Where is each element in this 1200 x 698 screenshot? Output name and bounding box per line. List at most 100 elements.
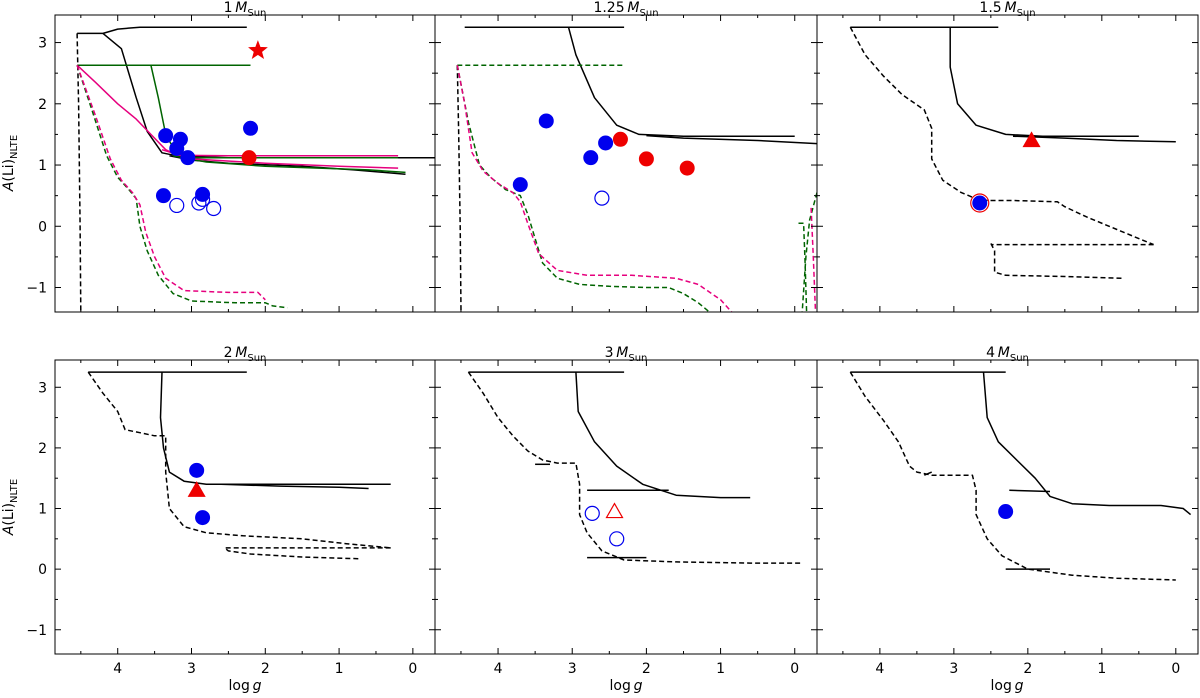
panel-lines — [849, 26, 1176, 280]
y-tick-label: 1 — [38, 158, 47, 174]
data-point-circle — [970, 193, 990, 213]
data-point-circle — [169, 140, 185, 156]
panel-title-subscript: Sun — [628, 353, 647, 364]
data-point-circle — [206, 200, 222, 217]
x-axis-label: log g — [990, 678, 1023, 694]
x-tick-label: 2 — [1023, 661, 1032, 677]
data-point-circle — [189, 462, 205, 478]
x-tick-label: 1 — [716, 661, 725, 677]
x-tick-label: 1 — [335, 661, 344, 677]
black-dashed-track — [87, 371, 391, 549]
magenta-dashed-track — [810, 207, 817, 312]
y-label-subscript: NLTE — [9, 135, 20, 159]
green-solid-track — [150, 65, 399, 159]
panel-title-subscript: Sun — [1010, 353, 1029, 364]
magenta-dashed-track — [456, 65, 733, 312]
x-tick-label: 2 — [642, 661, 651, 677]
panel-markers — [998, 504, 1014, 520]
panel-3: 1.5 MSun — [816, 0, 1199, 313]
data-point-circle — [169, 197, 185, 214]
x-tick-label: 0 — [408, 661, 417, 677]
y-tick-label: 2 — [38, 97, 47, 113]
black-solid-track — [1012, 135, 1176, 143]
data-point-circle — [191, 195, 207, 211]
panel-title: 1.25 MSun — [593, 0, 658, 19]
black-dashed-track — [990, 243, 1125, 280]
black-dashed-track — [456, 65, 462, 312]
panel-title-unit: M — [1004, 0, 1016, 16]
black-dashed-track — [467, 371, 803, 564]
panel-2: 1.25 MSun — [434, 0, 818, 313]
panel-title-unit: M — [235, 345, 247, 361]
panel-title: 1 MSun — [224, 0, 267, 19]
y-tick-label: 3 — [38, 380, 47, 396]
data-point-circle — [180, 150, 196, 166]
x-label-g: g — [1015, 678, 1024, 694]
black-solid-track — [102, 32, 435, 159]
y-label-li: (Li) — [1, 503, 17, 526]
x-label-log: log — [609, 678, 633, 694]
y-label-li: (Li) — [1, 159, 17, 182]
black-solid-track — [77, 26, 247, 35]
y-tick-label: 0 — [38, 562, 47, 578]
y-tick-label: 2 — [38, 441, 47, 457]
green-dashed-track — [456, 65, 710, 312]
y-tick-label: 0 — [38, 219, 47, 235]
data-point-circle — [155, 188, 171, 204]
magenta-solid-track — [76, 64, 399, 157]
green-solid-track — [172, 155, 406, 174]
data-point-circle — [609, 531, 625, 547]
panel-title-mass: 1.25 — [593, 0, 627, 16]
x-tick-label: 4 — [494, 661, 503, 677]
panel-frame — [816, 14, 1199, 313]
panel-title-subscript: Sun — [247, 353, 266, 364]
data-point-circle — [158, 128, 174, 144]
x-axis-labels: log g log g log g — [228, 678, 1023, 694]
y-label-a: A — [1, 182, 17, 193]
y-tick-label: −1 — [26, 281, 47, 297]
black-solid-track — [159, 372, 391, 486]
panel-title-unit: M — [616, 345, 628, 361]
x-tick-label: 3 — [949, 661, 958, 677]
panel-title-unit: M — [235, 0, 247, 16]
panel-markers — [584, 502, 625, 547]
panel-frame — [434, 14, 818, 313]
data-point-circle — [195, 186, 211, 202]
panel-ticks — [435, 360, 817, 654]
panel-title-mass: 1 — [224, 0, 236, 16]
data-point-circle — [243, 120, 259, 136]
black-dashed-track — [849, 371, 1176, 581]
panel-lines — [76, 26, 435, 312]
green-dashed-track — [798, 222, 808, 312]
panel-4: −1 0 1 2 3 4 3 2 1 0 2 MSun — [26, 345, 436, 677]
panel-ticks — [817, 15, 1198, 312]
data-point-circle — [195, 510, 211, 526]
x-axis-label: log g — [609, 678, 642, 694]
black-solid-track — [1009, 489, 1051, 493]
panel-6: 4 3 2 1 0 4 MSun — [816, 345, 1199, 677]
data-point-circle — [194, 191, 211, 207]
panel-title: 2 MSun — [224, 345, 267, 364]
data-point-circle — [612, 131, 628, 147]
x-tick-label: 4 — [113, 661, 122, 677]
panel-markers — [187, 462, 211, 526]
data-point-star — [248, 40, 268, 59]
data-point-triangle — [605, 502, 624, 519]
black-solid-track — [169, 155, 406, 175]
black-solid-track — [924, 471, 932, 476]
black-solid-track — [646, 134, 817, 145]
data-point-circle — [679, 160, 695, 176]
black-solid-track — [567, 27, 795, 137]
x-label-g: g — [253, 678, 262, 694]
panel-1: −1 0 1 2 3 1 MSun — [26, 0, 436, 313]
data-point-circle — [598, 135, 614, 151]
y-label-a: A — [1, 526, 17, 537]
x-tick-label: 3 — [187, 661, 196, 677]
x-tick-label: 2 — [261, 661, 270, 677]
panel-title-unit: M — [998, 345, 1010, 361]
panel-title: 4 MSun — [986, 345, 1029, 364]
panel-title-subscript: Sun — [1017, 8, 1036, 19]
y-axis-label-top: A(Li)NLTE — [1, 135, 20, 192]
data-point-circle — [538, 113, 554, 129]
